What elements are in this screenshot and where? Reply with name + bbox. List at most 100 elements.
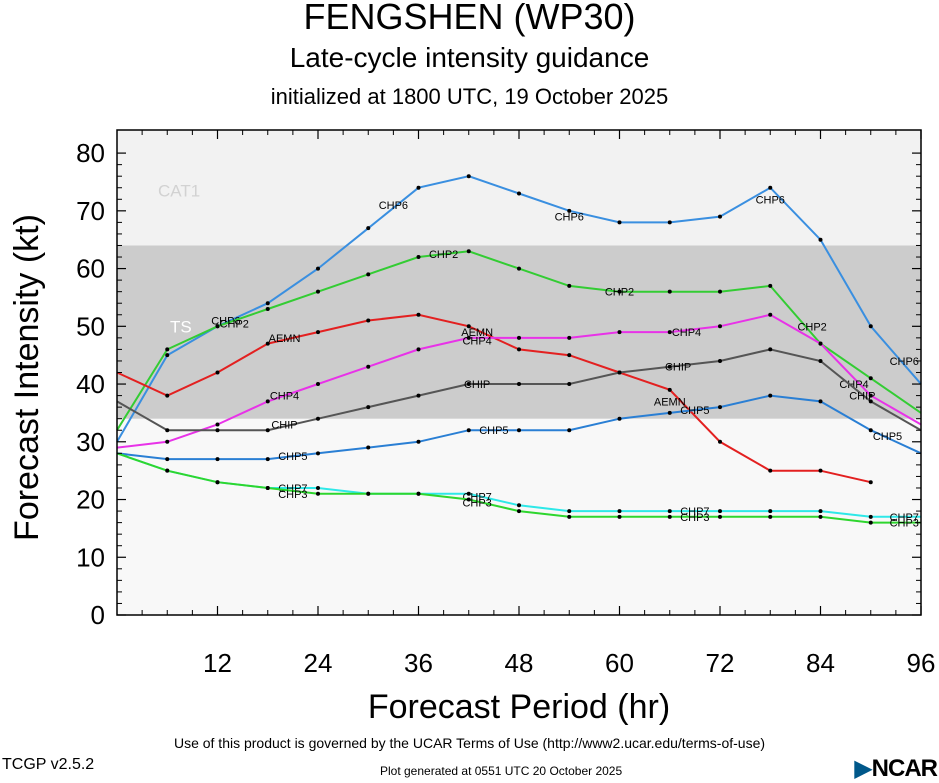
- series-label-chp6: CHP6: [890, 356, 919, 368]
- data-point-chp5: [667, 410, 672, 415]
- data-point-chp4: [165, 439, 170, 444]
- data-point-chp7: [316, 485, 320, 490]
- data-point-chp2: [215, 324, 220, 329]
- data-point-chp3: [567, 514, 572, 519]
- x-tick-label: 24: [304, 648, 333, 678]
- data-point-aemn: [667, 387, 672, 392]
- series-label-chp2: CHP2: [429, 249, 458, 261]
- data-point-aemn: [316, 330, 320, 335]
- data-point-chp6: [617, 220, 622, 225]
- data-point-chp5: [466, 428, 471, 433]
- data-point-aemn: [868, 480, 873, 485]
- y-tick-label: 50: [76, 311, 105, 341]
- data-point-chp2: [667, 289, 672, 294]
- data-point-chp5: [215, 457, 220, 462]
- data-point-chp4: [466, 335, 471, 340]
- data-point-chp4: [567, 335, 572, 340]
- data-point-chp3: [667, 514, 672, 519]
- series-chp5: CHP5 CHP5 CHP5 CHP5: [116, 393, 922, 463]
- data-point-chp7: [768, 509, 773, 514]
- x-tick-label: 12: [203, 648, 232, 678]
- data-point-chp3: [265, 485, 270, 490]
- series-label-chp5: CHP5: [680, 405, 709, 417]
- data-point-chp6: [818, 237, 823, 242]
- y-tick-label: 10: [76, 542, 105, 572]
- band-cat1: [117, 130, 921, 246]
- ncar-logo-text: NCAR: [871, 755, 938, 782]
- data-point-chp3: [215, 480, 220, 485]
- series-label-chp3: CHP3: [278, 489, 307, 501]
- series-label-chp6: CHP6: [555, 212, 584, 224]
- data-point-chp3: [165, 468, 170, 473]
- data-point-chp5: [617, 416, 622, 421]
- data-point-chip: [366, 405, 371, 410]
- data-point-chp6: [316, 266, 320, 271]
- series-label-chp3: CHP3: [462, 497, 491, 509]
- data-point-aemn: [517, 347, 521, 352]
- y-tick-label: 40: [76, 369, 105, 399]
- data-point-chip: [868, 399, 873, 404]
- data-point-chp2: [517, 266, 521, 271]
- data-point-chp5: [416, 439, 421, 444]
- series-label-chip: CHIP: [665, 362, 691, 374]
- data-point-chp2: [567, 283, 572, 288]
- data-point-chp2: [868, 376, 873, 381]
- series-label-aemn: AEMN: [269, 333, 301, 345]
- data-point-chp2: [768, 283, 773, 288]
- data-point-aemn: [366, 318, 371, 323]
- data-point-chp6: [718, 214, 722, 219]
- data-point-chp7: [517, 503, 521, 508]
- data-point-chp6: [366, 226, 371, 231]
- chart-init-time: initialized at 1800 UTC, 19 October 2025: [270, 84, 669, 109]
- x-tick-label: 84: [806, 648, 835, 678]
- data-point-chp2: [366, 272, 371, 277]
- data-point-chp6: [868, 324, 873, 329]
- data-point-chp6: [517, 191, 521, 196]
- data-point-chp3: [818, 514, 823, 519]
- data-point-chp5: [265, 457, 270, 462]
- data-point-chp5: [868, 428, 873, 433]
- data-point-aemn: [818, 468, 823, 473]
- data-point-chp5: [718, 405, 722, 410]
- y-tick-label: 80: [76, 138, 105, 168]
- data-point-chip: [265, 428, 270, 433]
- y-tick-label: 0: [91, 600, 105, 630]
- series-label-chp4: CHP4: [672, 327, 701, 339]
- series-label-chp7: CHP7: [680, 506, 709, 518]
- data-point-chp7: [617, 509, 622, 514]
- band-ts: [117, 245, 921, 419]
- data-point-chp6: [768, 185, 773, 190]
- data-point-chp6: [265, 301, 270, 306]
- y-tick-label: 30: [76, 427, 105, 457]
- data-point-chp6: [667, 220, 672, 225]
- series-label-chip: CHIP: [271, 419, 297, 431]
- data-point-chp4: [818, 341, 823, 346]
- data-point-chip: [567, 382, 572, 387]
- generated-timestamp: Plot generated at 0551 UTC 20 October 20…: [380, 764, 623, 778]
- y-tick-label: 60: [76, 254, 105, 284]
- series-label-chp5: CHP5: [873, 431, 902, 443]
- series-label-chp6: CHP6: [211, 316, 240, 328]
- data-point-chp4: [215, 422, 220, 427]
- data-point-chp4: [366, 364, 371, 369]
- data-point-chp4: [617, 330, 622, 335]
- chart-title: FENGSHEN (WP30): [303, 0, 636, 37]
- version-label: TCGP v2.5.2: [2, 756, 95, 773]
- data-point-chp2: [617, 289, 622, 294]
- data-point-chp3: [517, 509, 521, 514]
- series-chip: CHIP CHIP CHIP CHIP: [116, 347, 922, 433]
- data-point-chip: [667, 364, 672, 369]
- data-point-chp6: [165, 353, 170, 358]
- data-point-chp6: [466, 174, 471, 179]
- series-label-chp5: CHP5: [479, 425, 508, 437]
- series-label-chp3: CHP3: [890, 518, 919, 530]
- data-point-chp4: [718, 324, 722, 329]
- data-point-chp4: [768, 312, 773, 317]
- series-label-chp4: CHP4: [270, 391, 299, 403]
- data-point-chp3: [416, 491, 421, 496]
- series-label-chp5: CHP5: [278, 451, 307, 463]
- data-point-chip: [517, 382, 521, 387]
- chart-subtitle: Late-cycle intensity guidance: [289, 42, 650, 73]
- data-point-chp4: [868, 393, 873, 398]
